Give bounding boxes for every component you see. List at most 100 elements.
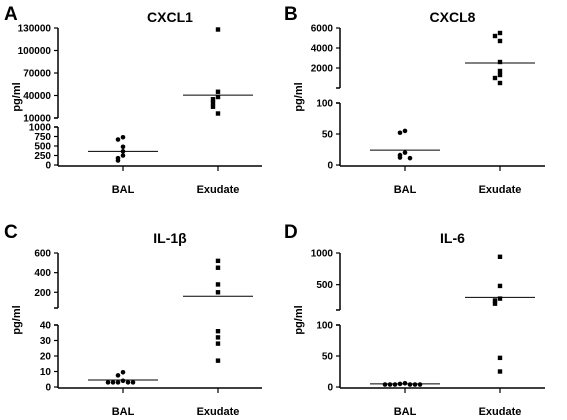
chart-title: IL-1β bbox=[153, 230, 187, 246]
data-point bbox=[125, 380, 131, 385]
y-tick-label: 6000 bbox=[311, 24, 334, 35]
data-point bbox=[210, 104, 216, 109]
data-point bbox=[497, 355, 503, 361]
data-point bbox=[115, 137, 121, 142]
panel-letter: C bbox=[4, 222, 18, 243]
y-tick-label: 100 bbox=[316, 99, 333, 110]
data-point bbox=[382, 382, 388, 387]
data-point bbox=[497, 283, 503, 289]
y-tick-label: 20 bbox=[40, 352, 52, 363]
data-point bbox=[115, 373, 121, 378]
data-point bbox=[402, 128, 408, 134]
chart-title: IL-6 bbox=[440, 230, 465, 246]
y-tick-label: 0 bbox=[327, 161, 333, 172]
y-tick-label: 130000 bbox=[18, 24, 52, 35]
x-category-label: Exudate bbox=[197, 406, 240, 418]
y-tick-label: 50 bbox=[322, 352, 334, 363]
y-tick-label: 750 bbox=[34, 132, 51, 143]
data-point bbox=[215, 258, 221, 264]
y-tick-label: 1000 bbox=[311, 249, 334, 260]
panel-letter: D bbox=[284, 222, 298, 243]
data-point bbox=[210, 100, 216, 106]
y-tick-label: 4000 bbox=[311, 44, 334, 55]
data-point bbox=[497, 68, 503, 74]
chart-panel-b: B CXCL8 pg/ml 0 50 100 2000 4000 6000 BAL Exudate bbox=[284, 4, 545, 196]
series-bal bbox=[88, 134, 158, 163]
y-tick-label: 100000 bbox=[18, 46, 52, 57]
data-point bbox=[215, 111, 221, 116]
y-tick-label: 0 bbox=[45, 383, 51, 394]
y-tick-label: 30 bbox=[40, 336, 52, 347]
y-tick-label: 1000 bbox=[29, 123, 52, 134]
data-point bbox=[130, 380, 136, 385]
series-bal bbox=[370, 380, 440, 387]
data-point bbox=[397, 155, 403, 160]
y-axis-title: pg/ml bbox=[293, 305, 305, 334]
x-category-label: BAL bbox=[112, 184, 135, 196]
data-point bbox=[215, 27, 221, 32]
data-point bbox=[497, 72, 503, 78]
data-point bbox=[397, 130, 403, 136]
y-axis-title: pg/ml bbox=[11, 305, 23, 334]
data-point bbox=[215, 89, 221, 94]
data-point bbox=[215, 329, 221, 334]
y-tick-label: 400 bbox=[34, 268, 51, 279]
y-tick-label: 10000 bbox=[23, 114, 51, 125]
data-point bbox=[215, 341, 221, 346]
data-point bbox=[402, 150, 408, 155]
data-point bbox=[492, 33, 498, 39]
series-bal bbox=[88, 369, 158, 385]
data-point bbox=[497, 59, 503, 65]
y-tick-label: 200 bbox=[34, 288, 51, 299]
data-point bbox=[105, 380, 111, 385]
data-point bbox=[110, 380, 116, 385]
data-point bbox=[407, 155, 413, 161]
y-tick-label: 500 bbox=[316, 280, 333, 291]
x-category-label: BAL bbox=[394, 406, 417, 418]
chart-panel-d: D IL-6 pg/ml 0 50 100 500 1000 BAL Exudate bbox=[284, 222, 545, 418]
y-tick-label: 40000 bbox=[23, 91, 51, 102]
data-point bbox=[417, 382, 423, 387]
data-point bbox=[215, 335, 221, 340]
y-axis-title: pg/ml bbox=[11, 82, 23, 111]
data-point bbox=[497, 296, 503, 301]
data-point bbox=[412, 382, 418, 387]
series-exudate bbox=[183, 258, 253, 363]
y-axis-title: pg/ml bbox=[293, 82, 305, 111]
data-point bbox=[120, 134, 126, 140]
panel-letter: B bbox=[284, 4, 298, 25]
chart-title: CXCL8 bbox=[430, 9, 476, 25]
data-point bbox=[215, 265, 221, 270]
series-bal bbox=[370, 128, 440, 161]
data-point bbox=[492, 75, 498, 81]
data-point bbox=[497, 30, 503, 36]
data-point bbox=[120, 369, 126, 375]
data-point bbox=[492, 298, 498, 303]
y-tick-label: 50 bbox=[322, 130, 334, 141]
data-point bbox=[215, 282, 221, 287]
data-point bbox=[497, 80, 503, 86]
x-category-label: Exudate bbox=[197, 184, 240, 196]
y-tick-label: 10 bbox=[40, 367, 52, 378]
series-exudate bbox=[465, 254, 535, 374]
y-tick-label: 250 bbox=[34, 151, 51, 162]
y-tick-label: 600 bbox=[34, 249, 51, 260]
data-point bbox=[497, 38, 503, 44]
y-tick-label: 2000 bbox=[311, 64, 334, 75]
series-exudate bbox=[465, 30, 535, 86]
y-tick-label: 0 bbox=[45, 161, 51, 172]
data-point bbox=[407, 382, 413, 387]
data-point bbox=[215, 290, 221, 295]
y-tick-label: 40 bbox=[40, 321, 52, 332]
panel-letter: A bbox=[4, 4, 18, 25]
chart-panel-c: C IL-1β pg/ml 0 10 20 30 40 200 400 600 BAL Exudate bbox=[4, 222, 262, 418]
data-point bbox=[115, 158, 121, 163]
data-point bbox=[402, 380, 408, 386]
data-point bbox=[497, 369, 503, 374]
y-tick-label: 0 bbox=[327, 383, 333, 394]
data-point bbox=[215, 94, 221, 100]
y-tick-label: 500 bbox=[34, 142, 51, 153]
data-point bbox=[210, 97, 216, 102]
